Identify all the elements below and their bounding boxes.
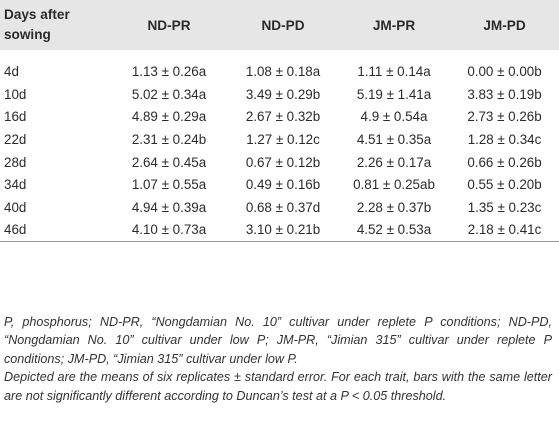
value-cell-jm-pd: 0.00 ± 0.00b xyxy=(467,63,542,79)
value-cell-nd-pd: 3.10 ± 0.21b xyxy=(228,218,338,242)
value-cell-jm-pd: 2.73 ± 0.26b xyxy=(467,109,542,125)
value-cell-nd-pr: 1.13 ± 0.26a xyxy=(131,63,207,79)
table-row: 16d 4.89 ± 0.29a 2.67 ± 0.32b 4.9 ± 0.54… xyxy=(0,105,559,128)
value-cell-jm-pd: 0.66 ± 0.26b xyxy=(467,154,542,170)
table-row: 34d 1.07 ± 0.55a 0.49 ± 0.16b 0.81 ± 0.2… xyxy=(0,173,559,196)
value-cell-nd-pr: 2.31 ± 0.24b xyxy=(131,131,207,147)
header-jm-pd: JM-PD xyxy=(483,17,526,33)
value-cell-nd-pd: 3.49 ± 0.29b xyxy=(245,86,321,102)
header-days-line2: sowing xyxy=(4,27,51,42)
value-cell-nd-pr: 4.94 ± 0.39a xyxy=(131,199,207,215)
row-day-cell: 34d xyxy=(4,177,27,193)
table-row: 22d 2.31 ± 0.24b 1.27 ± 0.12c 4.51 ± 0.3… xyxy=(0,128,559,151)
value-cell-jm-pr: 4.52 ± 0.53a xyxy=(338,218,450,242)
table-header: Days after sowing ND-PR ND-PD JM-PR JM-P… xyxy=(0,0,559,50)
value-cell-jm-pd: 1.28 ± 0.34c xyxy=(467,131,542,147)
value-cell-jm-pr: 2.28 ± 0.37b xyxy=(356,199,432,215)
table-footnotes: P, phosphorus; ND-PR, “Nongdamian No. 10… xyxy=(4,313,552,405)
footnote-statistics: Depicted are the means of six replicates… xyxy=(4,370,552,403)
row-day-cell: 40d xyxy=(4,199,27,215)
value-cell-nd-pr: 2.64 ± 0.45a xyxy=(131,154,207,170)
value-cell-nd-pd: 0.49 ± 0.16b xyxy=(245,177,321,193)
table-row: 28d 2.64 ± 0.45a 0.67 ± 0.12b 2.26 ± 0.1… xyxy=(0,151,559,174)
value-cell-jm-pd: 3.83 ± 0.19b xyxy=(467,86,542,102)
value-cell-nd-pd: 1.27 ± 0.12c xyxy=(246,131,320,147)
data-table: Days after sowing ND-PR ND-PD JM-PR JM-P… xyxy=(0,0,559,242)
table-row: 10d 5.02 ± 0.34a 3.49 ± 0.29b 5.19 ± 1.4… xyxy=(0,83,559,106)
table-header-row: Days after sowing ND-PR ND-PD JM-PR JM-P… xyxy=(0,0,559,50)
value-cell-nd-pr: 4.89 ± 0.29a xyxy=(131,109,207,125)
value-cell-nd-pr: 5.02 ± 0.34a xyxy=(131,86,207,102)
table-row: 4d 1.13 ± 0.26a 1.08 ± 0.18a 1.11 ± 0.14… xyxy=(0,60,559,83)
value-cell-jm-pd: 2.18 ± 0.41c xyxy=(450,218,559,242)
value-cell-nd-pd: 0.68 ± 0.37d xyxy=(245,199,321,215)
table-body: 4d 1.13 ± 0.26a 1.08 ± 0.18a 1.11 ± 0.14… xyxy=(0,50,559,242)
header-days-after-sowing: Days after sowing xyxy=(0,0,110,50)
value-cell-jm-pr: 5.19 ± 1.41a xyxy=(356,86,432,102)
row-day-cell: 10d xyxy=(4,86,27,102)
row-day-cell: 28d xyxy=(4,154,27,170)
value-cell-nd-pd: 2.67 ± 0.32b xyxy=(245,109,321,125)
value-cell-jm-pr: 0.81 ± 0.25ab xyxy=(353,177,435,193)
value-cell-jm-pr: 4.9 ± 0.54a xyxy=(360,109,428,125)
row-day-cell: 4d xyxy=(4,63,19,79)
data-table-container: Days after sowing ND-PR ND-PD JM-PR JM-P… xyxy=(0,0,559,242)
header-nd-pd: ND-PD xyxy=(261,17,305,33)
value-cell-nd-pd: 1.08 ± 0.18a xyxy=(245,63,321,79)
value-cell-jm-pd: 1.35 ± 0.23c xyxy=(467,199,542,215)
value-cell-nd-pd: 0.67 ± 0.12b xyxy=(245,154,321,170)
value-cell-nd-pr: 4.10 ± 0.73a xyxy=(110,218,228,242)
value-cell-jm-pr: 2.26 ± 0.17a xyxy=(356,154,432,170)
value-cell-jm-pd: 0.55 ± 0.20b xyxy=(467,177,542,193)
table-row: 46d 4.10 ± 0.73a 3.10 ± 0.21b 4.52 ± 0.5… xyxy=(0,218,559,242)
value-cell-nd-pr: 1.07 ± 0.55a xyxy=(131,177,207,193)
row-day-cell: 22d xyxy=(4,131,27,147)
header-nd-pr: ND-PR xyxy=(147,17,191,33)
header-jm-pr: JM-PR xyxy=(372,17,416,33)
footnote-abbreviations: P, phosphorus; ND-PR, “Nongdamian No. 10… xyxy=(4,315,552,366)
row-day-cell: 46d xyxy=(0,218,110,242)
header-days-line1: Days after xyxy=(4,7,70,22)
row-day-cell: 16d xyxy=(4,109,27,125)
value-cell-jm-pr: 4.51 ± 0.35a xyxy=(356,131,432,147)
table-row: 40d 4.94 ± 0.39a 0.68 ± 0.37d 2.28 ± 0.3… xyxy=(0,196,559,219)
table-spacer-row xyxy=(0,50,559,60)
value-cell-jm-pr: 1.11 ± 0.14a xyxy=(357,63,431,79)
